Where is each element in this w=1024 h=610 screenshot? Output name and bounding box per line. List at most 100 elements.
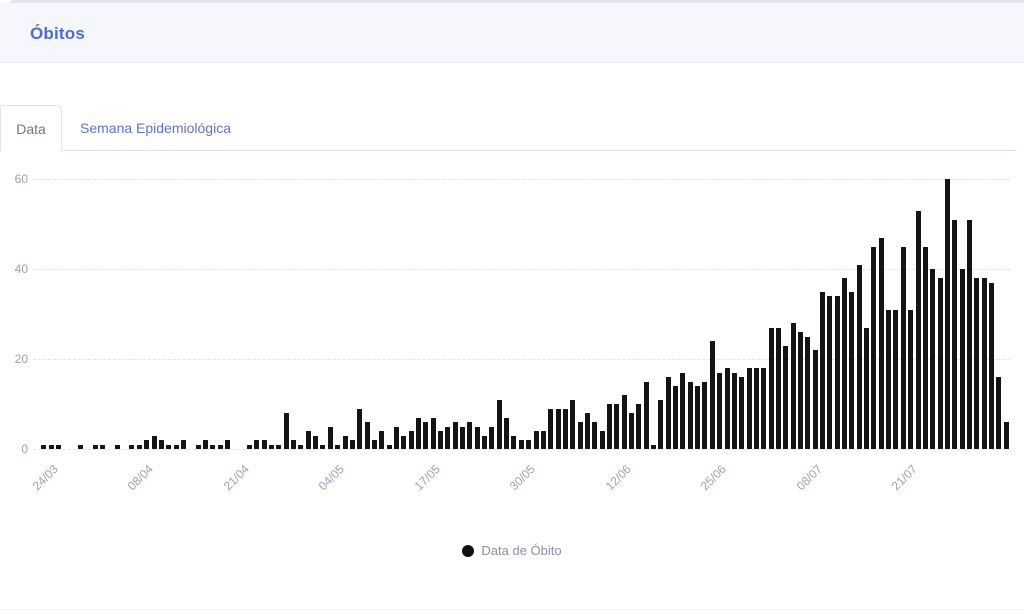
bar[interactable] [614,404,620,449]
bar[interactable] [202,440,208,449]
bar[interactable] [320,444,326,449]
bar[interactable] [636,404,642,449]
bar[interactable] [746,368,752,449]
bar[interactable] [812,350,818,449]
bar[interactable] [790,323,796,449]
bar[interactable] [467,422,473,449]
bar[interactable] [592,422,598,449]
bar[interactable] [871,246,877,449]
bar[interactable] [996,377,1002,449]
bar[interactable] [540,431,546,449]
bar[interactable] [930,269,936,449]
bar[interactable] [886,309,892,449]
bar[interactable] [114,444,120,449]
bar[interactable] [966,219,972,449]
bar[interactable] [599,431,605,449]
bar[interactable] [158,440,164,449]
bar[interactable] [988,282,994,449]
bar[interactable] [166,444,172,449]
bar[interactable] [291,440,297,449]
bar[interactable] [56,444,62,449]
bar[interactable] [180,440,186,449]
bar[interactable] [415,417,421,449]
bar[interactable] [937,278,943,449]
bar[interactable] [753,368,759,449]
bar[interactable] [952,219,958,449]
bar[interactable] [900,246,906,449]
bar[interactable] [41,444,47,449]
bar[interactable] [305,431,311,449]
bar[interactable] [518,440,524,449]
bar[interactable] [210,444,216,449]
bar[interactable] [673,386,679,449]
bar[interactable] [489,426,495,449]
bar[interactable] [357,408,363,449]
bar[interactable] [834,296,840,449]
bar[interactable] [401,435,407,449]
bar[interactable] [562,408,568,449]
bar[interactable] [621,395,627,449]
bar[interactable] [254,440,260,449]
bar[interactable] [570,399,576,449]
bar[interactable] [908,309,914,449]
bar[interactable] [151,435,157,449]
bar[interactable] [922,246,928,449]
bar[interactable] [379,431,385,449]
bar[interactable] [195,444,201,449]
bar[interactable] [584,413,590,449]
bar[interactable] [136,444,142,449]
bar[interactable] [482,435,488,449]
bar[interactable] [709,341,715,449]
legend-item-data-de-obito[interactable]: Data de Óbito [462,543,562,558]
bar[interactable] [555,408,561,449]
bar[interactable] [526,440,532,449]
bar[interactable] [783,345,789,449]
bar[interactable] [658,399,664,449]
bar[interactable] [768,327,774,449]
bar[interactable] [504,417,510,449]
bar[interactable] [827,296,833,449]
bar[interactable] [981,278,987,449]
bar[interactable] [393,426,399,449]
bar[interactable] [775,327,781,449]
bar[interactable] [78,444,84,449]
bar[interactable] [445,426,451,449]
bar[interactable] [577,422,583,449]
bar[interactable] [438,431,444,449]
bar[interactable] [665,377,671,449]
bar[interactable] [717,372,723,449]
bar[interactable] [849,291,855,449]
bar[interactable] [511,435,517,449]
bar[interactable] [217,444,223,449]
bar[interactable] [805,336,811,449]
bar[interactable] [335,444,341,449]
bar[interactable] [974,278,980,449]
bar[interactable] [496,399,502,449]
bar[interactable] [695,386,701,449]
bar[interactable] [408,431,414,449]
bar[interactable] [474,426,480,449]
bar[interactable] [739,377,745,449]
tab-data[interactable]: Data [0,105,62,151]
bar[interactable] [313,435,319,449]
bar[interactable] [959,269,965,449]
bar[interactable] [100,444,106,449]
bar[interactable] [944,179,950,449]
bar[interactable] [269,444,275,449]
bar[interactable] [364,422,370,449]
bar[interactable] [915,210,921,449]
bar[interactable] [856,264,862,449]
bar[interactable] [893,309,899,449]
bar[interactable] [48,444,54,449]
bar[interactable] [606,404,612,449]
bar[interactable] [371,440,377,449]
bar[interactable] [629,413,634,449]
bar[interactable] [460,426,466,449]
bar[interactable] [724,368,730,449]
bar[interactable] [129,444,135,449]
bar[interactable] [651,444,657,449]
bar[interactable] [643,381,649,449]
bar[interactable] [283,413,289,449]
bar[interactable] [423,422,429,449]
bar[interactable] [276,444,282,449]
